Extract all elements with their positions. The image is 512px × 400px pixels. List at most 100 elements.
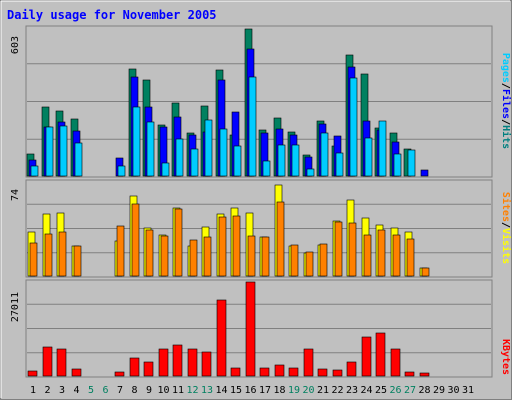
x-tick-label-day-2: 2 <box>44 385 50 396</box>
legend-part: Visits <box>500 228 512 264</box>
legend-part: KBytes <box>500 339 511 375</box>
bar-pages-day-8 <box>132 106 141 177</box>
y-axis-max-label: 74 <box>10 189 21 201</box>
bar-pages-day-1 <box>30 165 39 177</box>
x-tick-label-day-17: 17 <box>259 385 271 396</box>
bar-sites-day-8 <box>131 203 140 277</box>
bar-pages-day-25 <box>378 120 387 177</box>
bar-kbytes-day-18 <box>274 364 285 377</box>
bar-pages-day-22 <box>335 152 344 177</box>
bar-sites-day-12 <box>189 239 198 277</box>
bar-kbytes-day-2 <box>42 346 53 377</box>
x-tick-label-day-8: 8 <box>131 385 137 396</box>
bar-sites-day-28 <box>421 267 430 277</box>
x-tick-label-day-29: 29 <box>433 385 445 396</box>
bar-kbytes-day-25 <box>375 332 386 377</box>
bar-kbytes-day-19 <box>288 367 299 377</box>
bar-sites-day-24 <box>363 234 372 277</box>
bar-kbytes-day-4 <box>71 368 82 377</box>
bar-sites-day-26 <box>392 234 401 277</box>
x-tick-label-day-7: 7 <box>117 385 123 396</box>
x-tick-label-day-20: 20 <box>302 385 314 396</box>
x-tick-label-day-9: 9 <box>146 385 152 396</box>
bar-kbytes-day-7 <box>114 371 125 377</box>
bar-kbytes-day-11 <box>172 344 183 377</box>
bar-sites-day-27 <box>406 238 415 277</box>
bar-sites-day-21 <box>319 243 328 277</box>
bar-kbytes-day-3 <box>56 348 67 377</box>
x-tick-label-day-6: 6 <box>102 385 108 396</box>
bar-sites-day-7 <box>116 225 125 277</box>
bar-kbytes-day-9 <box>143 361 154 377</box>
series-legend-label: Sites/Visits <box>500 192 512 264</box>
x-tick-label-day-5: 5 <box>88 385 94 396</box>
bar-kbytes-day-23 <box>346 361 357 377</box>
x-tick-label-day-19: 19 <box>288 385 300 396</box>
legend-part: Sites <box>500 192 512 222</box>
x-tick-label-day-27: 27 <box>404 385 416 396</box>
bar-sites-day-20 <box>305 251 314 277</box>
bar-pages-day-3 <box>59 125 68 177</box>
bar-kbytes-day-1 <box>27 370 38 377</box>
bar-kbytes-day-28 <box>419 372 430 377</box>
bar-sites-day-9 <box>145 229 154 277</box>
x-tick-label-day-1: 1 <box>30 385 36 396</box>
panel-kbytes: 27011 KBytes <box>10 279 511 378</box>
x-tick-label-day-3: 3 <box>59 385 65 396</box>
bar-pages-day-23 <box>349 77 358 177</box>
legend-part: / <box>500 222 511 228</box>
x-axis-day-labels: 1 2 3 4 5 6 7 8 9 10 11 12 13 14 15 16 17 18 19 20 21 22 23 24 2… <box>30 385 474 396</box>
bar-sites-day-10 <box>160 235 169 277</box>
bar-kbytes-day-16 <box>245 281 256 377</box>
x-tick-label-day-25: 25 <box>375 385 387 396</box>
bar-sites-day-1 <box>29 242 38 277</box>
bar-kbytes-day-22 <box>332 369 343 377</box>
bar-kbytes-day-21 <box>317 368 328 377</box>
y-axis-max-label: 27011 <box>10 292 21 322</box>
bar-pages-day-9 <box>146 121 155 177</box>
x-tick-label-day-30: 30 <box>447 385 459 396</box>
series-legend-label: Pages/Files/Hits <box>500 53 512 149</box>
bar-kbytes-day-24 <box>361 336 372 377</box>
bar-kbytes-day-20 <box>303 348 314 377</box>
bar-pages-day-16 <box>248 76 257 177</box>
bar-pages-day-24 <box>364 137 373 177</box>
bar-pages-day-20 <box>306 168 315 177</box>
x-tick-label-day-26: 26 <box>389 385 401 396</box>
bar-pages-day-19 <box>291 144 300 177</box>
bar-pages-day-13 <box>204 119 213 177</box>
bar-pages-day-21 <box>320 132 329 177</box>
bar-sites-day-23 <box>348 222 357 277</box>
bar-files-day-28 <box>420 169 429 177</box>
x-tick-label-day-31: 31 <box>462 385 474 396</box>
panel-visits-sites: 74 Sites/Visits <box>10 179 512 278</box>
bar-sites-day-18 <box>276 201 285 277</box>
x-tick-label-day-16: 16 <box>244 385 256 396</box>
bar-kbytes-day-15 <box>230 367 241 377</box>
x-tick-label-day-28: 28 <box>418 385 430 396</box>
bar-pages-day-10 <box>161 162 170 177</box>
bar-kbytes-day-17 <box>259 367 270 377</box>
x-tick-label-day-21: 21 <box>317 385 329 396</box>
bar-kbytes-day-26 <box>390 348 401 377</box>
bar-pages-day-18 <box>277 144 286 177</box>
bar-sites-day-2 <box>44 233 53 277</box>
x-tick-label-day-12: 12 <box>186 385 198 396</box>
bar-sites-day-3 <box>58 231 67 277</box>
x-tick-label-day-18: 18 <box>273 385 285 396</box>
bar-kbytes-day-27 <box>404 371 415 377</box>
series-legend-label: KBytes <box>500 339 511 375</box>
bar-kbytes-day-14 <box>216 299 227 377</box>
legend-part: Files <box>500 89 512 119</box>
bar-kbytes-day-13 <box>201 351 212 377</box>
bar-pages-day-2 <box>45 126 54 177</box>
bar-pages-day-11 <box>175 138 184 177</box>
bar-pages-day-15 <box>233 145 242 177</box>
x-tick-label-day-22: 22 <box>331 385 343 396</box>
bar-sites-day-19 <box>290 244 299 277</box>
bar-sites-day-4 <box>73 245 82 277</box>
bar-pages-day-27 <box>407 149 416 177</box>
bar-sites-day-15 <box>232 215 241 277</box>
bar-sites-day-22 <box>334 221 343 277</box>
